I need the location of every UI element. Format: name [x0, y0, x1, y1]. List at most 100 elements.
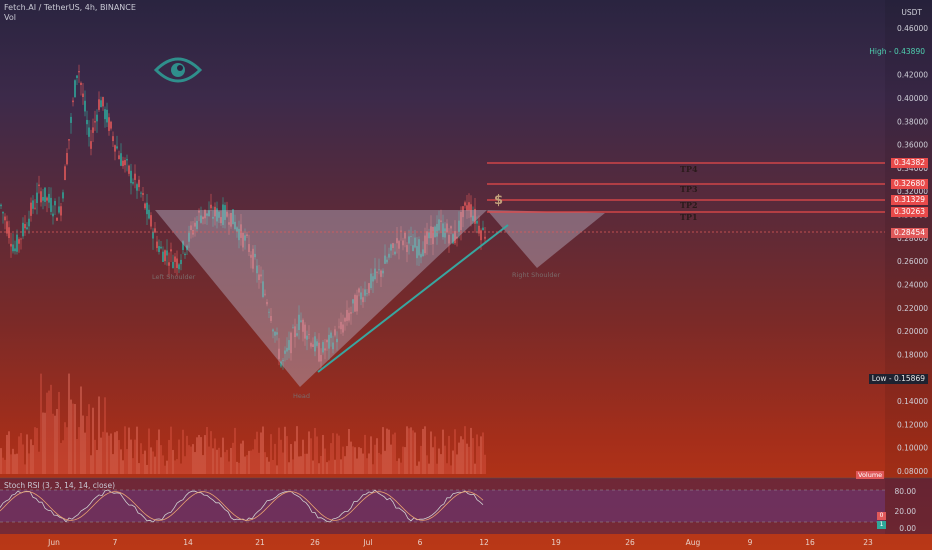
time-tick-label: Jul — [363, 538, 373, 547]
volume-bar — [248, 450, 250, 474]
candle-body — [228, 222, 230, 225]
candle-body — [124, 160, 126, 166]
candle-body — [270, 316, 272, 321]
volume-bar — [80, 386, 82, 474]
volume-bar — [266, 457, 268, 474]
volume-bar — [236, 461, 238, 474]
volume-bar — [412, 430, 414, 474]
candle-body — [274, 331, 276, 336]
volume-bar — [358, 447, 360, 474]
candle-body — [258, 274, 260, 281]
volume-bar — [444, 445, 446, 474]
candle-body — [48, 193, 50, 203]
candle-body — [88, 127, 90, 137]
candle-body — [420, 254, 422, 258]
volume-bar — [110, 433, 112, 474]
candle-body — [156, 241, 158, 248]
price-tick-label: 0.08000 — [897, 467, 928, 476]
volume-bar — [404, 447, 406, 474]
head-pattern-triangle — [155, 210, 487, 387]
candle-body — [204, 209, 206, 219]
volume-bar — [98, 396, 100, 474]
volume-bar — [356, 458, 358, 474]
candle-body — [44, 187, 46, 202]
stoch-band — [0, 490, 885, 522]
candle-body — [184, 253, 186, 256]
volume-bar — [478, 446, 480, 474]
volume-bar — [246, 455, 248, 474]
volume-bar — [372, 464, 374, 474]
volume-bar — [394, 432, 396, 474]
volume-bar — [460, 436, 462, 474]
candle-body — [186, 245, 188, 251]
volume-bar — [342, 446, 344, 474]
volume-bar — [232, 442, 234, 474]
candle-body — [340, 321, 342, 330]
volume-bar — [256, 431, 258, 474]
volume-bar — [106, 432, 108, 474]
volume-bar — [252, 449, 254, 474]
candle-body — [484, 236, 486, 239]
candle-body — [126, 159, 128, 161]
candle-body — [332, 342, 334, 350]
volume-bar — [362, 453, 364, 474]
volume-bar — [214, 438, 216, 474]
candle-body — [416, 246, 418, 259]
volume-bar — [364, 434, 366, 474]
volume-bar — [326, 462, 328, 474]
volume-bar — [366, 458, 368, 474]
volume-bar — [172, 449, 174, 474]
candle-body — [336, 338, 338, 343]
volume-bar — [270, 434, 272, 474]
volume-bar — [344, 456, 346, 474]
candle-body — [180, 259, 182, 265]
volume-bar — [354, 447, 356, 474]
candle-body — [370, 273, 372, 289]
stoch-d-tag: 1 — [877, 521, 886, 529]
price-axis-bg — [885, 0, 932, 534]
time-tick-label: 21 — [255, 538, 265, 547]
volume-bar — [276, 465, 278, 474]
candle-body — [208, 210, 210, 217]
candle-body — [190, 225, 192, 230]
candle-body — [404, 232, 406, 239]
time-tick-label: 16 — [805, 538, 815, 547]
candle-body — [172, 261, 174, 269]
volume-bar — [250, 450, 252, 474]
high-tag: High - 0.43890 — [869, 47, 925, 56]
candle-body — [56, 217, 58, 221]
candle-body — [2, 212, 4, 214]
time-tick-label: 12 — [479, 538, 489, 547]
volume-bar — [340, 459, 342, 474]
candle-body — [406, 245, 408, 253]
volume-bar — [220, 457, 222, 474]
volume-bar — [304, 453, 306, 474]
candle-body — [86, 119, 88, 125]
volume-bar — [476, 434, 478, 474]
candle-body — [100, 100, 102, 108]
candle-body — [144, 203, 146, 209]
volume-bar — [360, 448, 362, 474]
candle-body — [136, 184, 138, 191]
candle-body — [460, 211, 462, 230]
price-tick-label: 0.22000 — [897, 304, 928, 313]
candle-body — [446, 223, 448, 233]
volume-bar — [100, 437, 102, 474]
candle-body — [232, 209, 234, 225]
volume-bar — [146, 464, 148, 474]
volume-bar — [410, 427, 412, 474]
candle-body — [60, 206, 62, 216]
candle-body — [114, 145, 116, 152]
time-axis-bg — [0, 534, 932, 550]
volume-bar — [82, 415, 84, 474]
volume-bar — [222, 437, 224, 474]
candle-body — [64, 166, 66, 181]
volume-bar — [464, 426, 466, 474]
volume-bar — [458, 442, 460, 474]
volume-bar — [58, 391, 60, 474]
volume-bar — [384, 450, 386, 474]
volume-bar — [60, 442, 62, 474]
candle-body — [478, 225, 480, 234]
